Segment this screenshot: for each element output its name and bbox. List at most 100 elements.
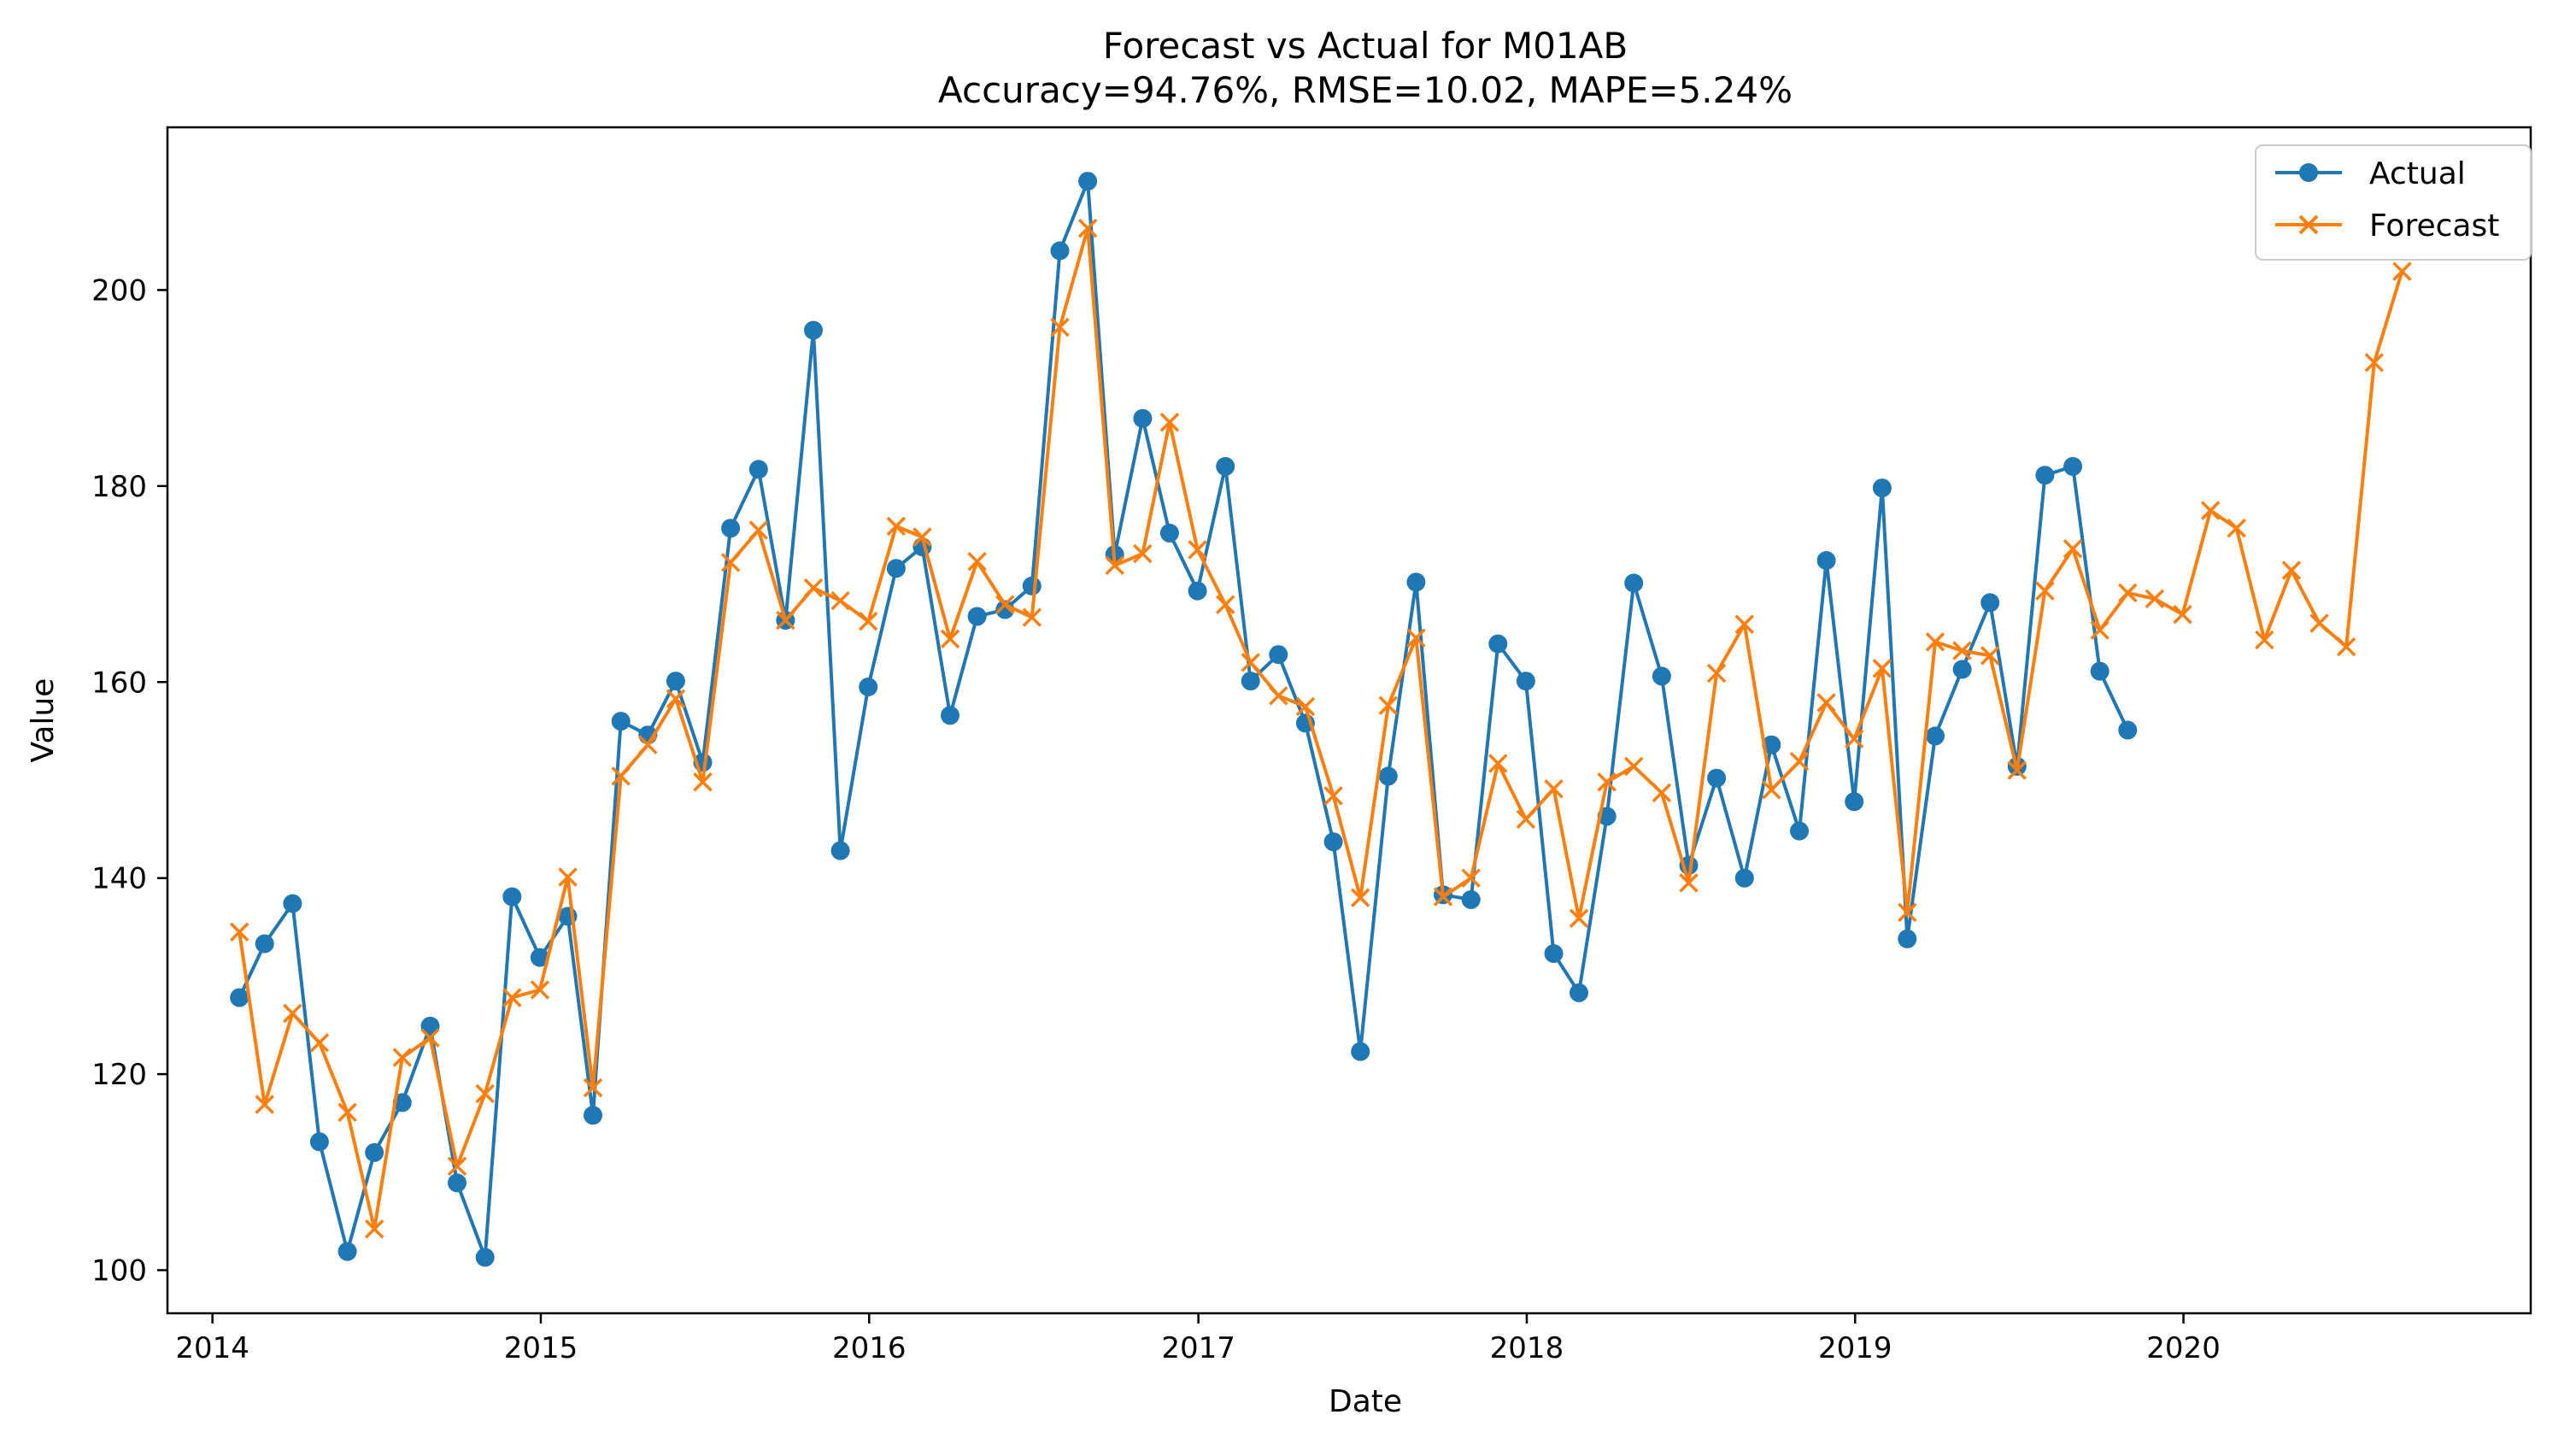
data-point-forecast (1215, 595, 1235, 614)
x-tick-label: 2015 (504, 1331, 578, 1365)
data-point-forecast (1679, 873, 1699, 893)
data-point-forecast (1241, 653, 1260, 672)
data-point-forecast (392, 1048, 413, 1067)
data-point-actual (2063, 456, 2083, 476)
data-point-forecast (2200, 501, 2221, 520)
data-point-actual (309, 1132, 329, 1152)
series-line-actual (238, 179, 2130, 1259)
data-point-forecast (1569, 908, 1589, 928)
data-point-actual (1762, 735, 1781, 754)
data-point-actual (1544, 944, 1564, 963)
data-point-forecast (2118, 583, 2138, 603)
data-point-actual (1022, 576, 1042, 596)
data-point-actual (1570, 983, 1588, 1002)
y-tick-label: 160 (91, 666, 147, 700)
data-point-actual (1216, 456, 1235, 476)
data-point-forecast (475, 1083, 495, 1104)
data-point-forecast (2255, 630, 2274, 650)
data-point-actual (1241, 672, 1260, 691)
data-point-forecast (2090, 620, 2110, 640)
data-point-forecast (1323, 786, 1343, 806)
data-point-forecast (1544, 779, 1564, 799)
data-point-actual (420, 1016, 440, 1036)
data-point-actual (1926, 726, 1945, 746)
y-tick-label: 100 (91, 1254, 147, 1288)
data-point-actual (1461, 889, 1481, 909)
legend-marker-actual (2299, 163, 2318, 182)
data-point-actual (475, 1247, 495, 1267)
data-point-actual (255, 934, 274, 954)
data-point-forecast (720, 553, 741, 572)
data-point-forecast (1624, 756, 1644, 777)
data-point-actual (283, 894, 302, 913)
data-point-forecast (558, 867, 578, 887)
data-point-forecast (1050, 317, 1070, 338)
data-point-forecast (1133, 543, 1153, 564)
data-point-actual (1351, 1042, 1370, 1061)
x-axis-label: Date (1329, 1384, 1402, 1419)
data-point-forecast (1980, 646, 2000, 666)
data-point-actual (2090, 661, 2110, 681)
y-axis-label: Value (26, 678, 61, 763)
data-point-forecast (309, 1033, 330, 1053)
data-point-forecast (1406, 628, 1426, 648)
chart-subtitle: Accuracy=94.76%, RMSE=10.02, MAPE=5.24% (938, 69, 1793, 111)
data-point-actual (1188, 581, 1207, 601)
data-point-actual (502, 887, 522, 907)
data-point-forecast (447, 1156, 467, 1177)
data-point-forecast (886, 516, 907, 537)
data-point-forecast (611, 766, 631, 786)
y-tick-label: 140 (91, 862, 147, 896)
data-point-actual (1488, 634, 1508, 654)
data-point-actual (530, 948, 549, 967)
x-tick-label: 2020 (2146, 1331, 2221, 1365)
data-point-forecast (420, 1028, 440, 1048)
data-point-forecast (1872, 658, 1892, 678)
data-point-actual (2035, 466, 2055, 485)
data-point-actual (666, 672, 685, 691)
data-point-forecast (1844, 729, 1864, 749)
data-point-actual (1980, 593, 2000, 613)
data-point-actual (611, 712, 631, 731)
data-point-actual (584, 1106, 602, 1125)
data-point-forecast (530, 980, 550, 1000)
data-point-forecast (2173, 604, 2192, 625)
data-point-forecast (638, 735, 658, 754)
data-point-forecast (2364, 353, 2385, 373)
data-point-actual (1845, 792, 1864, 812)
data-point-forecast (364, 1219, 384, 1239)
data-point-forecast (2309, 613, 2329, 633)
data-point-forecast (912, 527, 932, 547)
y-tick-label: 120 (91, 1058, 147, 1092)
data-point-forecast (1734, 614, 1754, 634)
data-point-forecast (748, 520, 769, 540)
data-point-forecast (1077, 218, 1098, 238)
data-point-actual (2118, 720, 2138, 740)
data-point-forecast (1898, 902, 1917, 923)
data-point-actual (1269, 645, 1288, 665)
data-point-actual (941, 706, 959, 725)
data-point-forecast (1789, 751, 1810, 772)
x-axis-ticks: 2014 2015 2016 2017 2018 2019 2020 (175, 1313, 2221, 1365)
data-point-forecast (2336, 637, 2356, 657)
data-point-forecast (337, 1102, 357, 1123)
y-tick-label: 180 (91, 470, 147, 504)
data-point-actual (995, 600, 1015, 619)
data-point-actual (1378, 766, 1398, 786)
data-point-actual (1516, 672, 1535, 691)
data-point-forecast (858, 611, 878, 631)
data-point-actual (1707, 768, 1727, 788)
data-point-actual (748, 460, 768, 479)
x-tick-label: 2019 (1818, 1331, 1892, 1365)
legend-label-actual: Actual (2369, 156, 2466, 191)
data-point-forecast (1378, 696, 1399, 716)
data-point-actual (1624, 573, 1644, 593)
data-point-actual (1952, 660, 1972, 679)
x-tick-label: 2014 (175, 1331, 249, 1365)
plot-frame (166, 126, 2532, 1315)
data-point-forecast (1159, 413, 1180, 432)
data-point-forecast (2227, 518, 2246, 538)
data-point-forecast (2281, 561, 2302, 580)
data-point-actual (230, 988, 249, 1007)
